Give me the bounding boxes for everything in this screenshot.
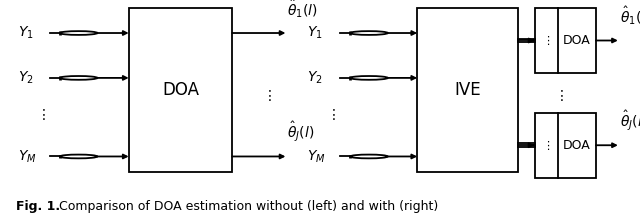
Text: $\hat{\theta}_J(l)$: $\hat{\theta}_J(l)$: [620, 109, 640, 133]
Bar: [534, 112, 596, 178]
Text: $Y_M$: $Y_M$: [307, 148, 326, 165]
Text: $\hat{\theta}_1(l)$: $\hat{\theta}_1(l)$: [287, 0, 318, 20]
Text: $\vdots$: $\vdots$: [326, 107, 335, 122]
Text: $\hat{\theta}_1(l)$: $\hat{\theta}_1(l)$: [620, 5, 640, 28]
Text: $\vdots$: $\vdots$: [542, 139, 550, 152]
Text: $Y_1$: $Y_1$: [307, 25, 323, 41]
Text: $Y_M$: $Y_M$: [18, 148, 36, 165]
Text: Comparison of DOA estimation without (left) and with (right): Comparison of DOA estimation without (le…: [54, 200, 438, 213]
Text: $Y_2$: $Y_2$: [307, 70, 323, 86]
Text: $Y_1$: $Y_1$: [18, 25, 33, 41]
Text: $Y_2$: $Y_2$: [18, 70, 33, 86]
Bar: [129, 8, 232, 172]
Text: DOA: DOA: [563, 139, 591, 152]
Text: $\vdots$: $\vdots$: [262, 88, 271, 103]
Bar: [534, 8, 596, 73]
Text: Fig. 1.: Fig. 1.: [16, 200, 60, 213]
Text: $\hat{\theta}_J(l)$: $\hat{\theta}_J(l)$: [287, 120, 315, 144]
Bar: [417, 8, 518, 172]
Text: $\vdots$: $\vdots$: [36, 107, 45, 122]
Text: DOA: DOA: [563, 34, 591, 47]
Text: IVE: IVE: [454, 81, 481, 99]
Text: DOA: DOA: [162, 81, 199, 99]
Text: $\vdots$: $\vdots$: [542, 34, 550, 47]
Text: $\vdots$: $\vdots$: [554, 88, 563, 103]
